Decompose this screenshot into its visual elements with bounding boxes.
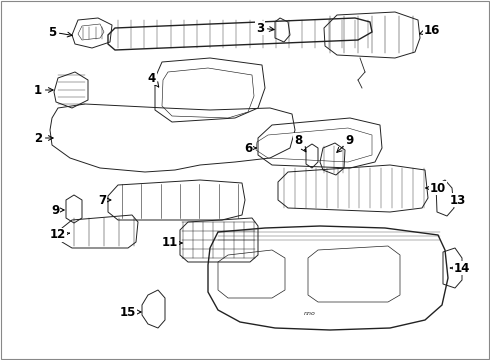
Text: 7: 7: [98, 194, 111, 207]
Text: 11: 11: [162, 237, 182, 249]
Text: 2: 2: [34, 131, 53, 144]
Text: 9: 9: [337, 134, 354, 152]
Text: 8: 8: [294, 134, 306, 152]
Text: 15: 15: [120, 306, 141, 319]
Text: 1: 1: [34, 84, 53, 96]
Text: 9: 9: [51, 203, 64, 216]
Text: 3: 3: [256, 22, 274, 35]
Text: 4: 4: [148, 72, 159, 87]
Text: 13: 13: [450, 194, 466, 207]
Text: nno: nno: [304, 311, 316, 316]
Text: 5: 5: [48, 26, 72, 39]
Text: 12: 12: [50, 229, 70, 242]
Text: 16: 16: [419, 23, 440, 36]
Text: 14: 14: [450, 261, 470, 275]
Text: 10: 10: [426, 181, 446, 194]
Text: 6: 6: [244, 141, 256, 154]
